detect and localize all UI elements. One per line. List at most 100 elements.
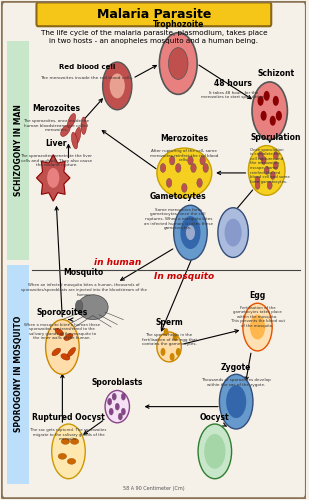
Text: in human: in human [94,258,141,268]
Circle shape [166,178,172,188]
Circle shape [258,152,263,160]
Ellipse shape [71,132,78,149]
Circle shape [52,424,85,478]
Circle shape [47,168,59,188]
Circle shape [260,111,267,120]
FancyBboxPatch shape [7,41,29,260]
Circle shape [115,403,119,410]
Text: The sporozoites penetrate the liver
cells and multiply. They also cause
the mala: The sporozoites penetrate the liver cell… [20,154,92,167]
Ellipse shape [105,390,129,423]
Text: After rupturing of the cell, some
merozoites reinfect the red blood
cells.: After rupturing of the cell, some merozo… [150,149,218,162]
Text: Egg: Egg [249,290,266,300]
Circle shape [250,314,265,340]
Text: Sporozoites: Sporozoites [37,308,88,316]
Text: It takes 48 hours for the
merozoites to start sporulation.: It takes 48 hours for the merozoites to … [201,91,265,100]
Text: 48 hours: 48 hours [214,79,252,88]
FancyBboxPatch shape [7,265,29,484]
Text: The sporozoites, once inside the
human bloodstream, are called
merozoites.: The sporozoites, once inside the human b… [23,119,89,132]
Text: The life cycle of the malaria parasite, plasmodium, takes place
in two hosts - a: The life cycle of the malaria parasite, … [40,30,267,44]
Ellipse shape [55,328,64,336]
Circle shape [169,156,175,165]
Circle shape [46,320,79,374]
Circle shape [225,218,242,246]
Circle shape [264,91,270,101]
Circle shape [198,424,232,478]
Ellipse shape [61,438,70,444]
Text: Mosquito: Mosquito [64,268,104,278]
Ellipse shape [58,454,67,460]
Circle shape [163,328,168,336]
Circle shape [176,348,181,356]
Circle shape [168,48,188,80]
Ellipse shape [74,128,81,144]
Circle shape [174,205,207,260]
Circle shape [112,393,116,400]
Ellipse shape [67,348,76,356]
Circle shape [160,164,166,172]
Text: Sporoblasts: Sporoblasts [91,378,143,386]
Text: Once sporulation
is complete the
cell ruptures and
the merozoites
escape. Some
r: Once sporulation is complete the cell ru… [250,148,290,184]
Text: When an infected mosquito bites a human, thousands of
sporozoites/sporoblasts ar: When an infected mosquito bites a human,… [21,284,147,296]
Circle shape [226,385,246,418]
Text: When a mosquito bites a human these
sporozoites are transferred to the
salivary : When a mosquito bites a human these spor… [24,322,100,340]
Text: Zygote: Zygote [221,363,251,372]
Circle shape [180,216,201,249]
Circle shape [255,176,260,184]
Circle shape [273,162,278,170]
Text: Oocyst: Oocyst [200,412,230,422]
Ellipse shape [157,332,181,362]
Circle shape [219,374,253,429]
Ellipse shape [248,146,285,196]
Circle shape [108,398,112,405]
Circle shape [188,156,193,165]
Circle shape [109,408,113,415]
Text: Merozoites: Merozoites [160,134,208,143]
Circle shape [257,96,264,106]
Ellipse shape [67,114,75,128]
Text: Gametocytes: Gametocytes [150,192,206,202]
Text: SCHIZOGONY IN MAN: SCHIZOGONY IN MAN [14,104,23,196]
Circle shape [261,156,266,164]
Circle shape [270,116,276,126]
Ellipse shape [61,354,70,360]
Ellipse shape [81,117,87,134]
Ellipse shape [67,458,76,464]
Text: Liver: Liver [45,139,67,148]
Circle shape [118,413,122,420]
Text: The sperm helps in the
fertilisation of the egg that
contains the gametocytes.: The sperm helps in the fertilisation of … [142,333,197,346]
Circle shape [204,434,226,469]
Circle shape [173,333,178,341]
Text: Red blood cell: Red blood cell [59,64,115,70]
Text: Fertilisation of the
gametocytes takes place
within the mosquito.
This prevents : Fertilisation of the gametocytes takes p… [231,306,285,328]
Circle shape [273,152,278,160]
Circle shape [264,166,269,174]
Text: Sperm: Sperm [155,318,183,327]
Circle shape [191,164,196,172]
Circle shape [218,208,248,258]
Text: The sac gets ruptured. The sporozoites
migrate to the salivary glands of the
mos: The sac gets ruptured. The sporozoites m… [30,428,107,441]
Circle shape [270,172,275,179]
Circle shape [182,184,187,192]
Circle shape [252,82,287,140]
Circle shape [176,164,181,172]
Circle shape [103,62,132,110]
Polygon shape [36,154,70,201]
Circle shape [276,111,282,120]
Text: Merozoites: Merozoites [32,104,80,114]
Circle shape [159,32,197,94]
Text: SPOROGONY IN MOSQUITO: SPOROGONY IN MOSQUITO [14,316,23,432]
Text: Trophozoite: Trophozoite [153,20,204,28]
FancyBboxPatch shape [36,2,271,26]
Text: Sporulation: Sporulation [251,132,301,141]
Circle shape [203,164,209,172]
Text: 58 A 90 Centimeter (Cm): 58 A 90 Centimeter (Cm) [123,486,185,491]
Text: Thousands of sporozoites develop
within the sac of the zygote.: Thousands of sporozoites develop within … [201,378,271,387]
Circle shape [267,182,272,190]
Text: Ruptured Oocyst: Ruptured Oocyst [32,412,105,422]
Circle shape [255,182,260,190]
Circle shape [170,353,175,361]
Ellipse shape [52,348,61,356]
Ellipse shape [64,334,73,340]
Text: Malaria Parasite: Malaria Parasite [97,8,211,21]
Text: Some merozoites form
gametocytes, once the cell
ruptures. When a mosquito bites
: Some merozoites form gametocytes, once t… [144,208,213,230]
